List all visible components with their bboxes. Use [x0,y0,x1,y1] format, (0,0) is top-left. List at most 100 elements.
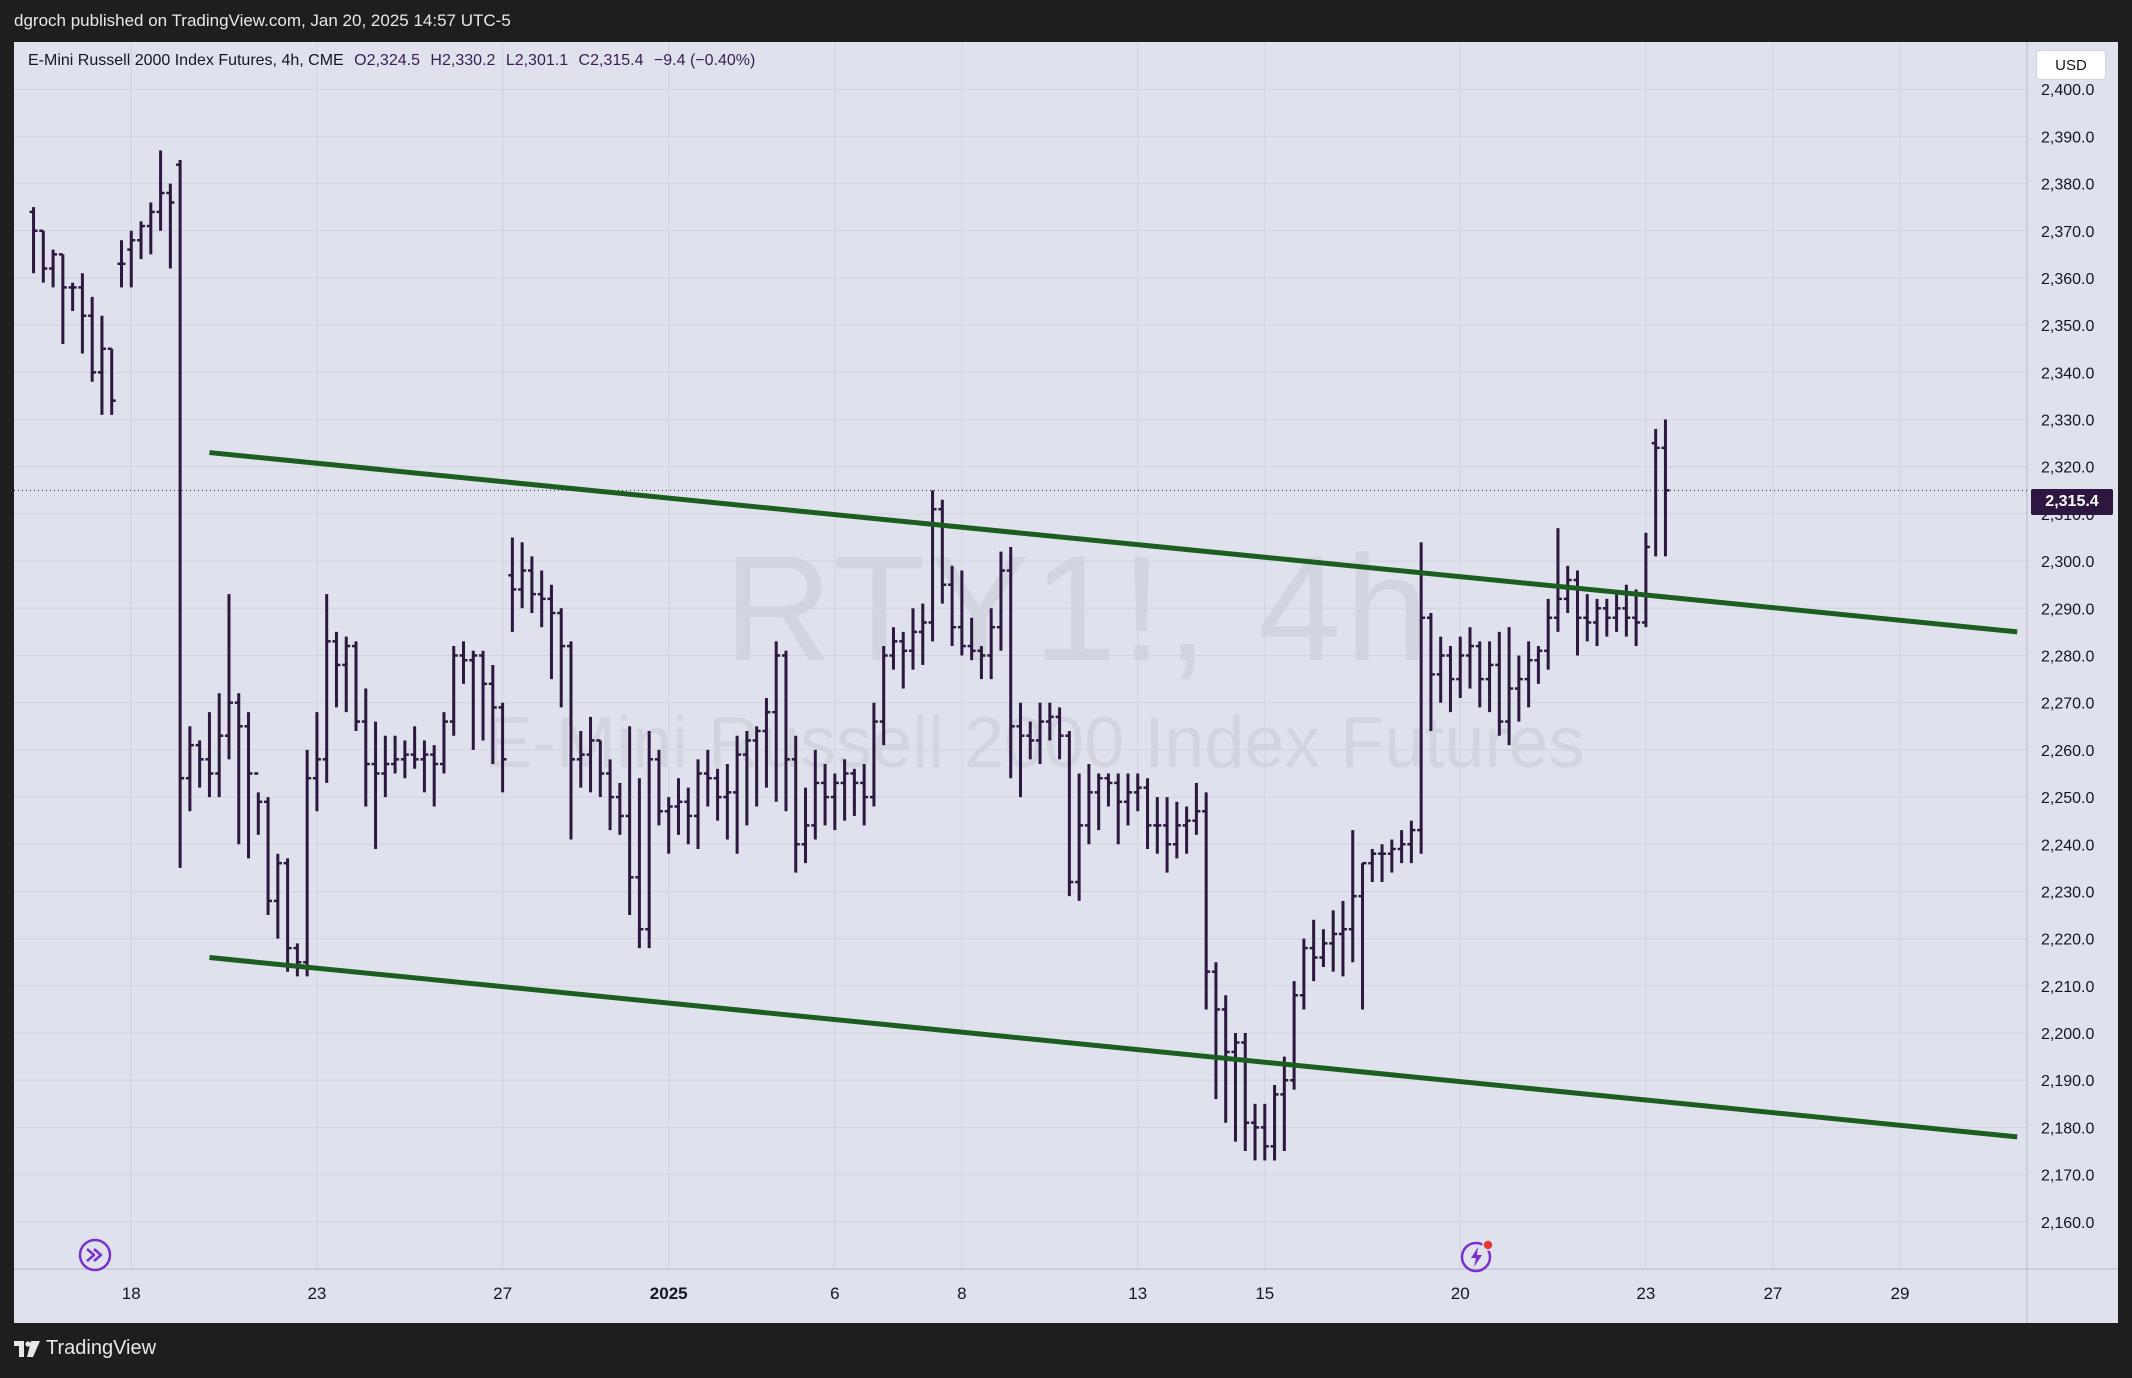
ohlc-bar [224,594,233,760]
y-tick-label: 2,320.0 [2041,460,2094,477]
ohlc-bar [1163,797,1172,873]
ohlc-bar [977,646,986,680]
ohlc-bar [439,712,448,774]
tradingview-brand: TradingView [46,1337,157,1359]
ohlc-bar [1593,598,1602,647]
ohlc-bar [772,641,781,802]
tradingview-logo[interactable]: TradingView [14,1337,156,1360]
ohlc-bar [332,631,341,708]
lightning-alert-icon[interactable] [1458,1237,1496,1275]
ohlc-bar [381,735,390,798]
x-tick-label: 27 [493,1284,512,1303]
ohlc-bar [1573,570,1582,656]
ohlc-bar [1172,801,1181,859]
ohlc-bar [1661,419,1670,557]
ohlc-bar [1036,702,1045,765]
ohlc-bar [508,537,517,632]
ohlc-bar [889,627,898,670]
ohlc-bar [801,787,810,864]
ohlc-bar [293,943,302,977]
ohlc-bar [1524,641,1533,708]
ohlc-bar [1632,589,1641,647]
ohlc-bar [146,202,155,255]
x-tick-label: 27 [1763,1284,1782,1303]
ohlc-bar [518,542,527,609]
ohlc-bar [459,641,468,684]
ohlc-bar [264,797,273,916]
y-tick-label: 2,170.0 [2041,1168,2094,1185]
ohlc-bar [1407,820,1416,864]
ohlc-bar [547,584,556,680]
ohlc-bar [1466,627,1475,689]
ohlc-bar [684,787,693,845]
ohlc-bar [469,650,478,750]
ohlc-bar [1338,900,1347,977]
legend-change: −9.4 (−0.40%) [653,52,756,69]
y-tick-label: 2,350.0 [2041,318,2094,335]
x-tick-label: 6 [830,1284,839,1303]
footer-bar: TradingView [0,1323,2132,1378]
ohlc-bar [449,646,458,736]
ohlc-bar [68,282,77,311]
legend-instrument: E-Mini Russell 2000 Index Futures, 4h, C… [28,52,344,69]
ohlc-bar [586,716,595,793]
ohlc-bar [566,641,575,840]
y-tick-label: 2,280.0 [2041,649,2094,666]
chart-area[interactable]: RTY1!, 4h E-Mini Russell 2000 Index Futu… [14,42,2118,1323]
ohlc-bar [303,749,312,977]
ohlc-bar [645,731,654,949]
ohlc-bar [606,759,615,831]
ohlc-bar [1583,594,1592,642]
ohlc-bar [840,759,849,821]
ohlc-bar [107,347,116,415]
ohlc-bar [1358,861,1367,1010]
ohlc-bar [1368,848,1377,883]
ohlc-bar [479,650,488,741]
ohlc-bar [1534,646,1543,684]
ohlc-bar [127,230,136,288]
currency-button[interactable]: USD [2036,50,2106,80]
ohlc-bar [1280,1056,1289,1152]
x-tick-label: 20 [1451,1284,1470,1303]
ohlc-bar [615,782,624,835]
y-tick-label: 2,230.0 [2041,884,2094,901]
y-tick-label: 2,240.0 [2041,837,2094,854]
legend-low: L2,301.1 [505,52,569,69]
ohlc-bar [1260,1103,1269,1161]
ohlc-bar [1397,830,1406,864]
ohlc-bar [371,721,380,849]
ohlc-bar [1104,773,1113,807]
y-tick-label: 2,370.0 [2041,224,2094,241]
ohlc-bar [1045,702,1054,741]
trendline-lower-channel [209,955,2018,1140]
ohlc-bar [674,778,683,835]
ohlc-bar [723,764,732,840]
trendline-upper-channel [209,450,2018,635]
x-tick-label: 8 [957,1284,966,1303]
ohlc-bar [400,740,409,779]
ohlc-bar [1612,594,1621,632]
ohlc-bar [909,608,918,670]
ohlc-bar [1553,528,1562,632]
ohlc-bar [1192,782,1201,835]
ohlc-bar [811,749,820,840]
y-tick-label: 2,200.0 [2041,1026,2094,1043]
price-chart[interactable]: 2,160.0 2,170.0 2,180.0 2,190.0 2,200.0 2,210… [14,42,2118,1323]
ohlc-bar [830,773,839,831]
ohlc-bar [1544,598,1553,670]
ohlc-bar [195,740,204,788]
ohlc-bar [1202,792,1211,1010]
fast-forward-circle-icon[interactable] [77,1237,113,1273]
ohlc-bar [918,603,927,665]
ohlc-bar [1387,839,1396,873]
ohlc-bar [1182,806,1191,854]
ohlc-bar [1084,764,1093,845]
ohlc-bar [1211,962,1220,1100]
ohlc-bar [1299,938,1308,1010]
ohlc-bar [527,556,536,614]
ohlc-bar [752,726,761,807]
ohlc-bar [312,712,321,812]
ohlc-bar [733,735,742,854]
ohlc-bar [1514,655,1523,722]
ohlc-bar [420,740,429,793]
